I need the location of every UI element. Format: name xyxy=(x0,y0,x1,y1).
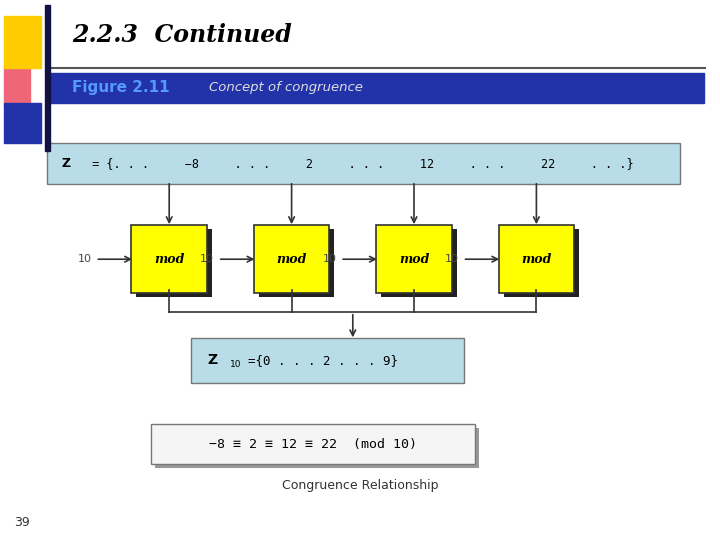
Bar xyxy=(4,65,30,105)
FancyBboxPatch shape xyxy=(382,229,456,297)
FancyBboxPatch shape xyxy=(191,338,464,383)
Text: 10: 10 xyxy=(323,254,336,264)
Text: mod: mod xyxy=(399,253,429,266)
Text: $\mathbf{Z}$: $\mathbf{Z}$ xyxy=(61,157,72,170)
FancyBboxPatch shape xyxy=(47,143,680,184)
FancyBboxPatch shape xyxy=(498,226,575,293)
FancyBboxPatch shape xyxy=(132,226,207,293)
Text: −8 ≡ 2 ≡ 12 ≡ 22  (mod 10): −8 ≡ 2 ≡ 12 ≡ 22 (mod 10) xyxy=(210,437,417,451)
Text: mod: mod xyxy=(276,253,307,266)
FancyBboxPatch shape xyxy=(504,229,579,297)
Text: Concept of congruence: Concept of congruence xyxy=(209,81,363,94)
FancyBboxPatch shape xyxy=(155,428,479,468)
Bar xyxy=(4,16,41,68)
Text: mod: mod xyxy=(154,253,184,266)
Text: 10: 10 xyxy=(230,360,242,369)
Bar xyxy=(4,103,41,143)
FancyBboxPatch shape xyxy=(254,226,330,293)
Text: Congruence Relationship: Congruence Relationship xyxy=(282,480,438,492)
Text: 10: 10 xyxy=(445,254,459,264)
Text: 10: 10 xyxy=(200,254,215,264)
FancyBboxPatch shape xyxy=(137,229,212,297)
Text: 2.2.3  Continued: 2.2.3 Continued xyxy=(72,23,292,47)
FancyBboxPatch shape xyxy=(376,226,452,293)
Text: 39: 39 xyxy=(14,516,30,529)
Bar xyxy=(49,73,704,103)
FancyBboxPatch shape xyxy=(259,229,334,297)
Bar xyxy=(45,5,50,151)
Text: $\mathbf{Z}$: $\mathbf{Z}$ xyxy=(207,354,219,367)
Text: mod: mod xyxy=(521,253,552,266)
FancyBboxPatch shape xyxy=(151,424,475,464)
Text: ={0 . . . 2 . . . 9}: ={0 . . . 2 . . . 9} xyxy=(248,354,398,367)
Text: Figure 2.11: Figure 2.11 xyxy=(72,80,170,95)
Text: 10: 10 xyxy=(78,254,92,264)
Text: = {. . .     −8     . . .     2     . . .     12     . . .     22     . . .}: = {. . . −8 . . . 2 . . . 12 . . . 22 . … xyxy=(85,157,634,170)
